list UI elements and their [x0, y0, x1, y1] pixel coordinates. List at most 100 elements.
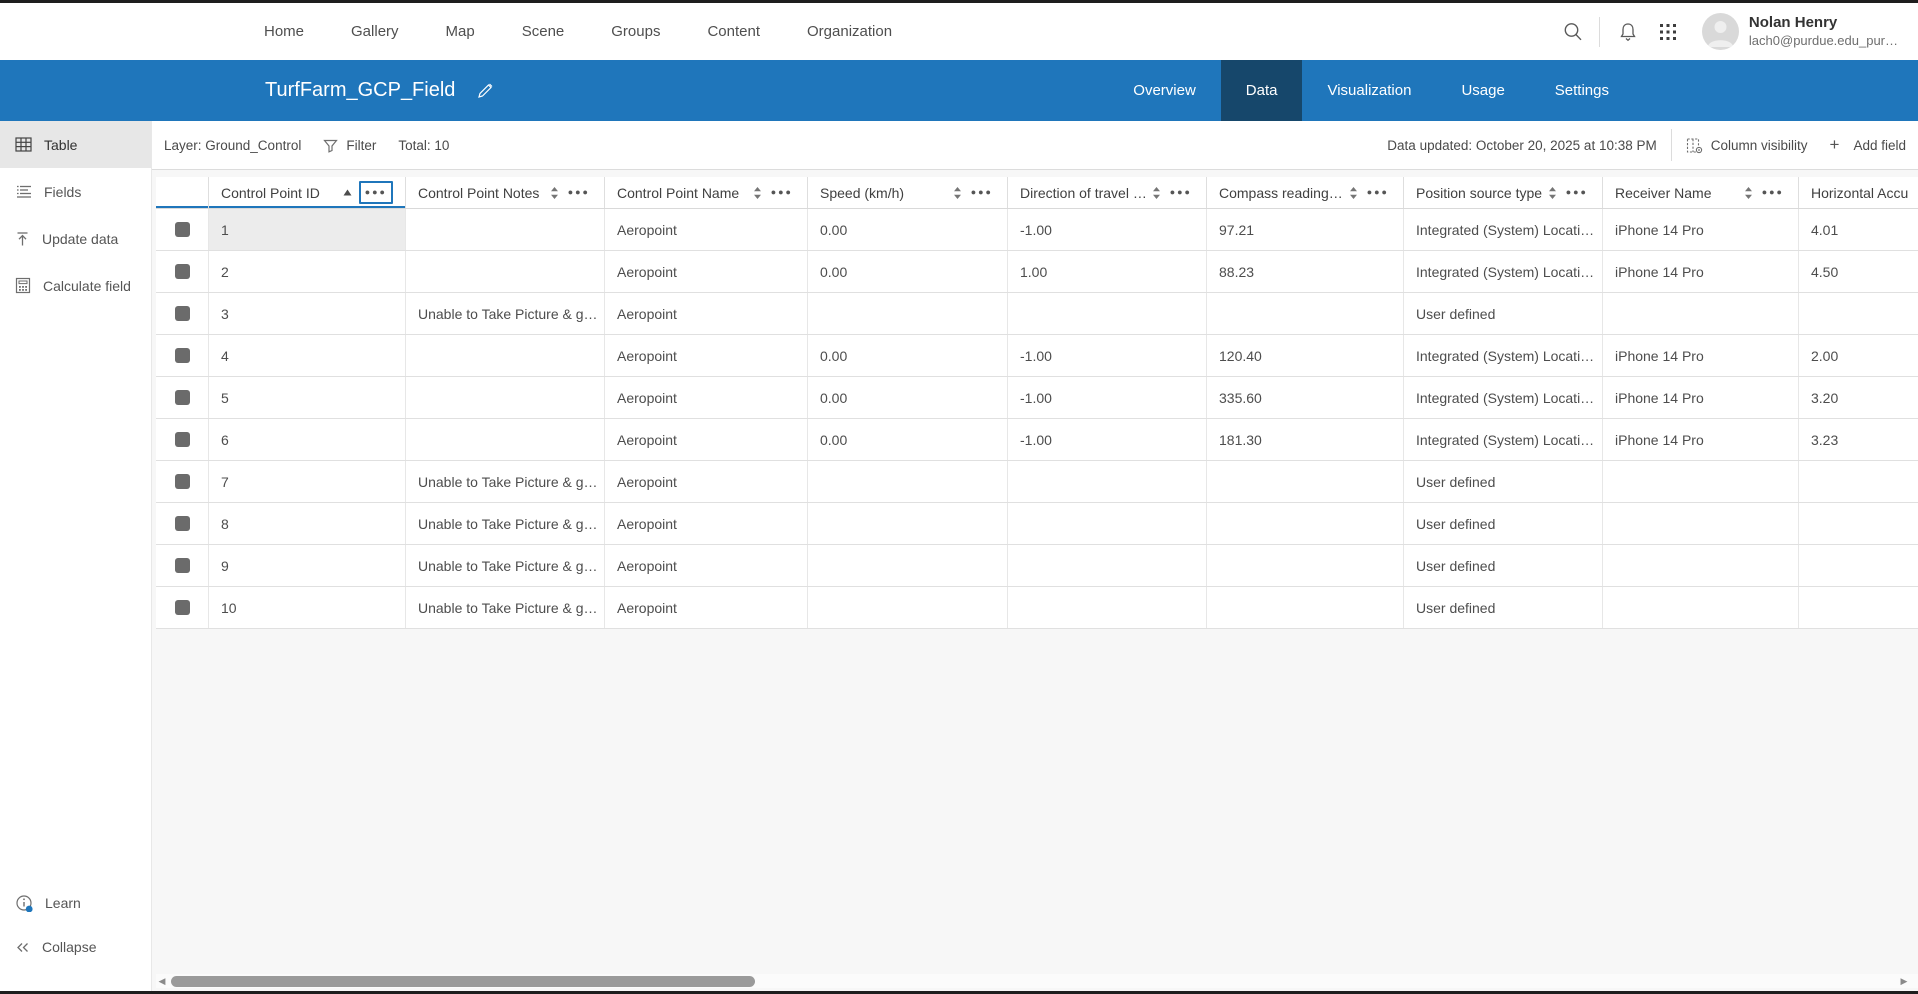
column-header-receiver[interactable]: Receiver Name●●● — [1603, 177, 1799, 208]
row-checkbox[interactable] — [175, 474, 190, 489]
cell-source[interactable]: Integrated (System) Locati… — [1404, 419, 1603, 460]
column-menu-icon[interactable]: ●●● — [1564, 184, 1590, 201]
column-header-name[interactable]: Control Point Name●●● — [605, 177, 808, 208]
column-menu-icon[interactable]: ●●● — [969, 184, 995, 201]
cell-haccuracy[interactable] — [1799, 461, 1918, 502]
column-header-notes[interactable]: Control Point Notes●●● — [406, 177, 605, 208]
add-field-button[interactable]: + Add field — [1830, 135, 1906, 155]
cell-notes[interactable]: Unable to Take Picture & g… — [406, 503, 605, 544]
tab-data[interactable]: Data — [1221, 60, 1303, 121]
sort-toggle-icon[interactable] — [1152, 186, 1161, 200]
cell-notes[interactable]: Unable to Take Picture & g… — [406, 545, 605, 586]
row-checkbox[interactable] — [175, 306, 190, 321]
horizontal-scrollbar[interactable]: ◀ ▶ — [156, 974, 1918, 988]
row-checkbox[interactable] — [175, 264, 190, 279]
cell-compass[interactable]: 181.30 — [1207, 419, 1404, 460]
cell-haccuracy[interactable] — [1799, 545, 1918, 586]
cell-haccuracy[interactable]: 2.00 — [1799, 335, 1918, 376]
cell-compass[interactable] — [1207, 545, 1404, 586]
cell-compass[interactable]: 120.40 — [1207, 335, 1404, 376]
cell-notes[interactable]: Unable to Take Picture & g… — [406, 293, 605, 334]
row-checkbox[interactable] — [175, 390, 190, 405]
column-menu-icon[interactable]: ●●● — [1168, 184, 1194, 201]
nav-item-content[interactable]: Content — [707, 23, 760, 40]
cell-notes[interactable]: Unable to Take Picture & g… — [406, 587, 605, 628]
column-header-direction[interactable]: Direction of travel (°)●●● — [1008, 177, 1207, 208]
sidebar-item-fields[interactable]: Fields — [0, 168, 151, 215]
cell-direction[interactable]: -1.00 — [1008, 419, 1207, 460]
cell-id[interactable]: 6 — [209, 419, 406, 460]
row-checkbox[interactable] — [175, 432, 190, 447]
cell-receiver[interactable] — [1603, 587, 1799, 628]
cell-speed[interactable]: 0.00 — [808, 419, 1008, 460]
cell-haccuracy[interactable] — [1799, 293, 1918, 334]
cell-direction[interactable] — [1008, 461, 1207, 502]
learn-button[interactable]: Learn — [0, 881, 151, 925]
layer-selector[interactable]: Layer: Ground_Control — [164, 138, 301, 153]
column-menu-icon[interactable]: ●●● — [359, 181, 393, 204]
tab-settings[interactable]: Settings — [1530, 60, 1634, 121]
sort-toggle-icon[interactable] — [953, 186, 962, 200]
cell-direction[interactable] — [1008, 293, 1207, 334]
column-menu-icon[interactable]: ●●● — [1365, 184, 1391, 201]
app-launcher-grid-icon[interactable] — [1648, 12, 1688, 52]
scrollbar-thumb[interactable] — [171, 976, 755, 987]
cell-name[interactable]: Aeropoint — [605, 209, 808, 250]
nav-item-gallery[interactable]: Gallery — [351, 23, 399, 40]
cell-receiver[interactable]: iPhone 14 Pro — [1603, 377, 1799, 418]
cell-id[interactable]: 9 — [209, 545, 406, 586]
cell-compass[interactable]: 97.21 — [1207, 209, 1404, 250]
cell-haccuracy[interactable] — [1799, 503, 1918, 544]
cell-receiver[interactable] — [1603, 503, 1799, 544]
cell-direction[interactable] — [1008, 587, 1207, 628]
cell-receiver[interactable]: iPhone 14 Pro — [1603, 209, 1799, 250]
cell-source[interactable]: User defined — [1404, 293, 1603, 334]
cell-receiver[interactable]: iPhone 14 Pro — [1603, 251, 1799, 292]
sort-toggle-icon[interactable] — [753, 186, 762, 200]
column-header-speed[interactable]: Speed (km/h)●●● — [808, 177, 1008, 208]
row-checkbox[interactable] — [175, 222, 190, 237]
cell-haccuracy[interactable]: 4.01 — [1799, 209, 1918, 250]
sort-toggle-icon[interactable] — [1349, 186, 1358, 200]
column-header-source[interactable]: Position source type●●● — [1404, 177, 1603, 208]
cell-name[interactable]: Aeropoint — [605, 251, 808, 292]
cell-haccuracy[interactable] — [1799, 587, 1918, 628]
scroll-right-arrow[interactable]: ▶ — [1898, 975, 1910, 987]
column-header-compass[interactable]: Compass reading (°)●●● — [1207, 177, 1404, 208]
tab-usage[interactable]: Usage — [1436, 60, 1529, 121]
cell-speed[interactable] — [808, 293, 1008, 334]
cell-speed[interactable]: 0.00 — [808, 209, 1008, 250]
cell-notes[interactable] — [406, 377, 605, 418]
cell-compass[interactable]: 335.60 — [1207, 377, 1404, 418]
scroll-left-arrow[interactable]: ◀ — [156, 975, 168, 987]
cell-source[interactable]: User defined — [1404, 503, 1603, 544]
cell-speed[interactable] — [808, 503, 1008, 544]
notifications-bell-icon[interactable] — [1608, 12, 1648, 52]
cell-name[interactable]: Aeropoint — [605, 377, 808, 418]
cell-compass[interactable] — [1207, 587, 1404, 628]
nav-item-map[interactable]: Map — [446, 23, 475, 40]
cell-compass[interactable] — [1207, 293, 1404, 334]
cell-source[interactable]: Integrated (System) Locati… — [1404, 251, 1603, 292]
cell-id[interactable]: 4 — [209, 335, 406, 376]
cell-speed[interactable]: 0.00 — [808, 251, 1008, 292]
column-header-id[interactable]: Control Point ID●●● — [209, 177, 406, 208]
cell-notes[interactable]: Unable to Take Picture & g… — [406, 461, 605, 502]
nav-item-groups[interactable]: Groups — [611, 23, 660, 40]
cell-source[interactable]: Integrated (System) Locati… — [1404, 335, 1603, 376]
cell-haccuracy[interactable]: 4.50 — [1799, 251, 1918, 292]
cell-id[interactable]: 8 — [209, 503, 406, 544]
cell-speed[interactable] — [808, 461, 1008, 502]
cell-name[interactable]: Aeropoint — [605, 419, 808, 460]
cell-speed[interactable]: 0.00 — [808, 335, 1008, 376]
cell-source[interactable]: User defined — [1404, 587, 1603, 628]
cell-direction[interactable] — [1008, 545, 1207, 586]
cell-speed[interactable]: 0.00 — [808, 377, 1008, 418]
cell-receiver[interactable] — [1603, 461, 1799, 502]
search-icon[interactable] — [1553, 12, 1593, 52]
nav-item-organization[interactable]: Organization — [807, 23, 892, 40]
cell-source[interactable]: Integrated (System) Locati… — [1404, 377, 1603, 418]
cell-speed[interactable] — [808, 587, 1008, 628]
cell-receiver[interactable] — [1603, 293, 1799, 334]
column-header-haccuracy[interactable]: Horizontal Accu — [1799, 177, 1918, 208]
